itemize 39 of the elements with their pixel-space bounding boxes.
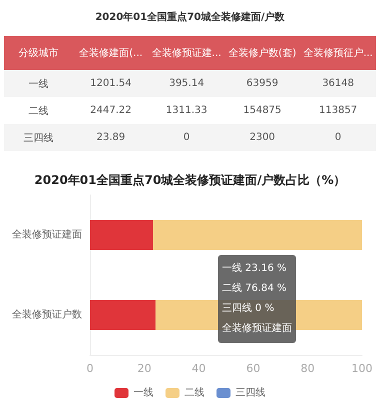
text: 113857 — [318, 104, 358, 118]
annotation: 全装修预证建面 — [222, 322, 292, 336]
text: 154875 — [242, 104, 282, 118]
annotation: 一线 23.16 % — [222, 262, 288, 276]
x-tick-label: 60 — [246, 362, 260, 375]
text: 395.14 — [168, 77, 206, 91]
category-label: 全装修预征户... — [302, 46, 374, 61]
x-tick-label: 0 — [86, 362, 94, 375]
legend-label: 一线 — [134, 386, 154, 398]
text: 0 — [182, 131, 191, 145]
legend-label: 三四线 — [236, 386, 266, 398]
x-tick-label: 100 — [352, 362, 372, 375]
category-label: 全装修户数(套) — [227, 46, 298, 61]
category-label: 二线 — [28, 106, 48, 116]
text: 0 — [334, 131, 342, 145]
legend-label: 二线 — [184, 386, 204, 398]
x-tick-label: 20 — [137, 362, 152, 375]
category-label: 全装修建面(... — [78, 46, 144, 61]
text: 36148 — [321, 77, 355, 91]
x-tick-label: 40 — [192, 362, 206, 375]
annotation: 二线 76.84 % — [222, 282, 288, 296]
category-label: 全装修预证建... — [150, 46, 222, 61]
text: 1311.33 — [164, 104, 208, 118]
chart-title: 2020年01全国重点70城全装修预证建面/户数占比（%） — [34, 173, 346, 187]
text: 分级城市 — [18, 48, 58, 59]
annotation: 三四线 0 % — [222, 302, 276, 316]
y-tick-label: 全装修预证户数 — [12, 308, 82, 320]
text: 2020年01全国重点70城全装修建面/户数 — [94, 10, 286, 25]
category-label: 一线 — [28, 78, 48, 90]
text: 2447.22 — [89, 104, 132, 118]
text: 23.89 — [96, 131, 126, 145]
bar — [152, 220, 362, 250]
x-tick-label: 80 — [300, 362, 315, 375]
bar — [90, 300, 156, 330]
text: 63959 — [245, 77, 280, 91]
category-label: 三四线 — [23, 132, 54, 144]
text: 2300 — [248, 131, 276, 145]
bar — [90, 220, 153, 250]
text: 1201.54 — [89, 77, 132, 91]
